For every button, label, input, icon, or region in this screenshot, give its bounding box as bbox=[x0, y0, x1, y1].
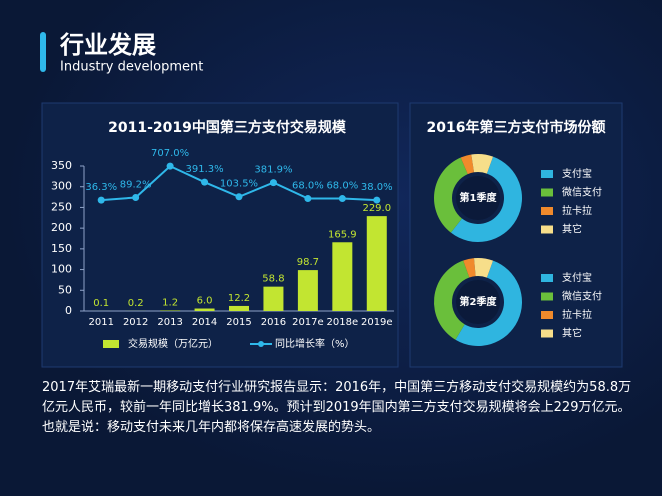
line-point bbox=[97, 196, 105, 204]
donut-slice bbox=[463, 258, 476, 278]
x-tick-label: 2019e bbox=[361, 317, 393, 328]
line-value-label: 89.2% bbox=[120, 179, 152, 190]
bar bbox=[297, 270, 318, 311]
donut-slice bbox=[434, 260, 470, 340]
legend-swatch bbox=[541, 274, 553, 282]
x-tick-label: 2014 bbox=[192, 317, 217, 328]
line-point bbox=[269, 179, 277, 187]
y-tick-label: 50 bbox=[58, 283, 72, 296]
donut-slice bbox=[434, 157, 468, 233]
bar-value-label: 0.1 bbox=[93, 298, 109, 309]
x-tick-label: 2018e bbox=[327, 317, 359, 328]
line-point bbox=[132, 193, 140, 201]
donut-slice bbox=[450, 156, 522, 242]
y-tick-label: 200 bbox=[51, 221, 72, 234]
line-value-label: 391.3% bbox=[185, 164, 223, 175]
y-tick-label: 300 bbox=[51, 180, 72, 193]
panel-right bbox=[409, 102, 623, 368]
donut-label: 第1季度 bbox=[460, 191, 498, 204]
y-tick-label: 250 bbox=[51, 200, 72, 213]
bar-value-label: 58.8 bbox=[262, 274, 284, 285]
line-point bbox=[338, 195, 346, 203]
legend-label: 交易规模（万亿元） bbox=[128, 337, 218, 350]
donut-slice bbox=[455, 260, 522, 346]
line-value-label: 38.0% bbox=[361, 182, 393, 193]
legend-label: 其它 bbox=[562, 327, 582, 340]
line-value-label: 707.0% bbox=[151, 148, 189, 159]
chart-title: 2011-2019中国第三方支付交易规模 bbox=[108, 119, 347, 136]
bar bbox=[194, 308, 215, 311]
legend-swatch bbox=[541, 188, 553, 197]
header-title: 行业发展 bbox=[59, 31, 156, 59]
x-tick-label: 2016 bbox=[261, 317, 286, 328]
legend-label: 同比增长率（%） bbox=[275, 337, 355, 350]
legend-swatch bbox=[103, 340, 119, 348]
legend-point bbox=[258, 341, 264, 347]
legend-swatch bbox=[541, 225, 553, 234]
line-point bbox=[235, 193, 243, 201]
y-tick-label: 350 bbox=[51, 159, 72, 172]
bar bbox=[263, 286, 284, 311]
y-tick-label: 0 bbox=[65, 304, 72, 317]
bar-value-label: 229.0 bbox=[362, 203, 391, 214]
donut-slice bbox=[471, 153, 494, 174]
line-value-label: 381.9% bbox=[254, 165, 292, 176]
x-tick-label: 2015 bbox=[226, 317, 251, 328]
legend-label: 微信支付 bbox=[562, 186, 602, 199]
line-point bbox=[201, 178, 209, 186]
legend-swatch bbox=[541, 329, 553, 338]
line-value-label: 68.0% bbox=[326, 181, 358, 192]
bar bbox=[229, 305, 249, 311]
line-value-label: 103.5% bbox=[220, 179, 258, 190]
line-point bbox=[373, 196, 381, 204]
panel-left bbox=[41, 102, 399, 368]
chart-title: 2016年第三方支付市场份额 bbox=[427, 119, 606, 136]
bar-value-label: 165.9 bbox=[328, 229, 357, 240]
bar-value-label: 0.2 bbox=[128, 298, 144, 309]
donut-center bbox=[456, 176, 500, 220]
header-accent bbox=[40, 32, 46, 72]
donut-label: 第2季度 bbox=[460, 295, 498, 308]
legend-swatch bbox=[541, 207, 553, 215]
x-tick-label: 2012 bbox=[123, 317, 148, 328]
line-value-label: 68.0% bbox=[292, 181, 324, 192]
header-subtitle: Industry development bbox=[60, 60, 203, 75]
legend-label: 其它 bbox=[562, 223, 582, 236]
legend-label: 微信支付 bbox=[562, 290, 602, 303]
bar-value-label: 12.2 bbox=[228, 293, 250, 304]
legend-label: 拉卡拉 bbox=[562, 204, 592, 217]
donut-center bbox=[456, 280, 500, 324]
x-tick-label: 2011 bbox=[88, 317, 113, 328]
y-tick-label: 100 bbox=[51, 263, 72, 276]
legend-swatch bbox=[541, 292, 553, 301]
bar-value-label: 1.2 bbox=[162, 298, 178, 309]
bar-value-label: 6.0 bbox=[197, 296, 213, 307]
legend-label: 支付宝 bbox=[562, 271, 592, 284]
donut-slice bbox=[474, 258, 494, 278]
legend-label: 支付宝 bbox=[562, 167, 592, 180]
x-tick-label: 2017e bbox=[292, 317, 324, 328]
legend-label: 拉卡拉 bbox=[562, 308, 592, 321]
paragraph: 2017年艾瑞最新一期移动支付行业研究报告显示：2016年，中国第三方移动支付交… bbox=[42, 380, 632, 435]
bar bbox=[332, 242, 353, 311]
bar-value-label: 98.7 bbox=[297, 257, 319, 268]
x-tick-label: 2013 bbox=[157, 317, 182, 328]
legend-swatch bbox=[541, 170, 553, 178]
bar bbox=[366, 216, 387, 311]
line-point bbox=[304, 195, 312, 203]
donut-slice bbox=[460, 154, 475, 175]
y-tick-label: 150 bbox=[51, 242, 72, 255]
legend-swatch bbox=[541, 311, 553, 319]
line-value-label: 36.3% bbox=[85, 182, 117, 193]
line-point bbox=[166, 162, 174, 170]
